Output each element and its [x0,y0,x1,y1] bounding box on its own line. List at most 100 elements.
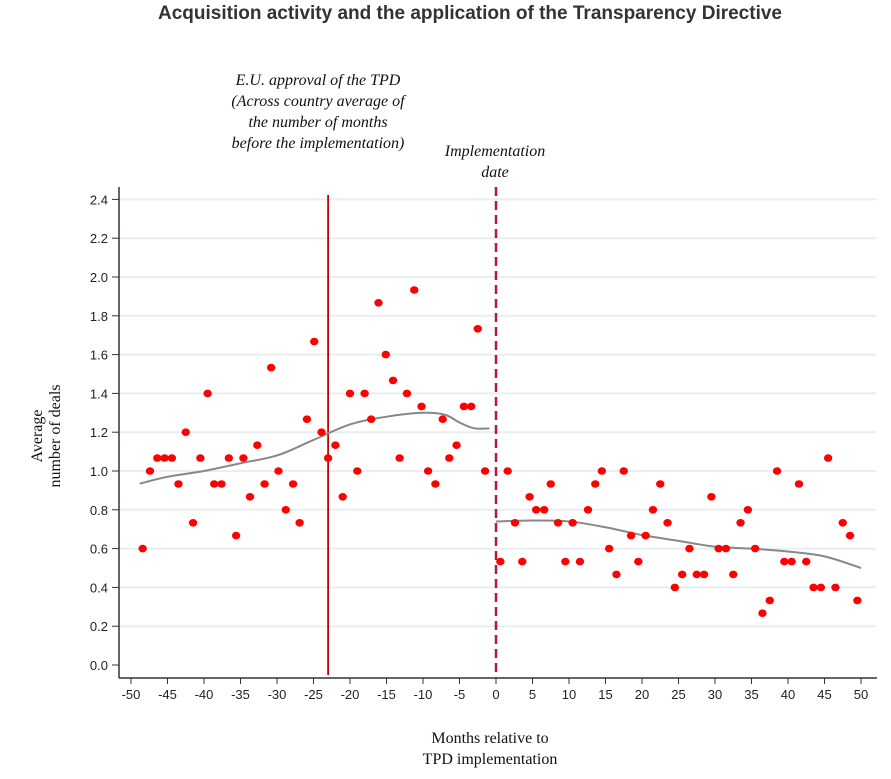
data-point [452,441,461,449]
data-point [561,557,570,566]
data-point [583,506,593,514]
data-point [388,376,398,385]
data-point [245,493,255,501]
data-point [663,518,672,527]
data-point [431,480,440,488]
x-tick-label: -30 [268,687,287,702]
chart-title: Acquisition activity and the application… [158,3,782,24]
data-point [459,402,469,411]
x-tick-label: 50 [854,687,868,702]
y-tick-label: 0.2 [90,619,108,634]
data-point [510,518,520,527]
data-point [591,480,600,488]
data-point [626,531,636,540]
x-tick-label: -5 [454,687,466,702]
data-point [266,363,276,372]
data-point [224,454,234,462]
data-point [656,480,665,488]
data-point [553,518,563,527]
data-point [809,583,818,592]
data-point [677,570,687,579]
y-tick-label: 2.0 [90,270,108,285]
x-tick-label: -45 [158,687,177,702]
data-point [743,506,753,514]
data-point [181,428,190,437]
data-point [310,337,319,346]
data-point [568,518,577,527]
data-point [853,596,862,605]
y-tick-label: 0.8 [90,503,108,518]
data-point [619,467,628,475]
y-tick-label: 1.0 [90,464,108,479]
x-tick-label: 25 [671,687,685,702]
data-point [381,350,390,359]
data-point [188,518,198,527]
x-tick-label: -40 [195,687,214,702]
data-point [423,467,433,475]
data-point [160,454,169,462]
data-point [750,544,760,553]
y-tick-label: 0.6 [90,542,108,557]
data-point [196,454,205,462]
data-point [736,518,745,527]
data-point [758,609,767,618]
implementation-annotation: Implementation date [420,141,570,183]
y-tick-label: 0.4 [90,580,108,595]
data-point [692,570,701,579]
annotation-line: (Across country average of [231,93,405,110]
data-point [699,570,709,579]
x-tick-label: 20 [635,687,649,702]
x-tick-label: 10 [562,687,576,702]
data-point [575,557,585,566]
x-tick-label: 45 [817,687,831,702]
y-tick-label: 1.4 [90,386,108,401]
y-tick-label: 1.8 [90,309,108,324]
y-tick-label: 1.6 [90,348,108,363]
data-point [174,480,183,488]
x-tick-label: -25 [304,687,323,702]
data-point [231,531,241,540]
data-point [253,441,262,449]
data-point [707,493,716,501]
data-point [831,583,840,592]
data-point [612,570,621,579]
data-point [210,480,219,488]
data-point [274,467,283,475]
data-point [374,299,383,307]
data-point [685,544,694,553]
data-point [518,557,527,566]
x-tick-label: -50 [122,687,141,702]
data-point [167,454,177,462]
data-point [317,428,326,437]
data-point [670,583,680,592]
data-point [288,480,298,488]
x-tick-label: -15 [377,687,396,702]
data-point [546,480,555,488]
data-point [295,518,304,527]
annotation-line: the number of months [248,114,388,131]
x-tick-label: 5 [529,687,536,702]
data-point [823,454,833,462]
data-point [217,480,226,488]
data-point [338,493,347,501]
annotation-line: E.U. approval of the TPD [235,72,401,89]
y-tick-label: 2.4 [90,192,108,207]
data-point [395,454,404,462]
data-point [721,544,731,553]
data-point [604,544,614,553]
data-point [302,415,312,424]
data-point [597,467,607,475]
data-point [714,544,723,553]
data-point [360,389,369,398]
data-point [816,583,826,592]
data-point [145,467,155,475]
data-point [729,570,738,579]
data-point [466,402,476,411]
data-point [366,415,376,424]
data-point [794,480,804,488]
data-point [503,467,512,475]
data-point [641,531,650,540]
x-label-line: TPD implementation [422,751,558,768]
data-point [203,389,212,398]
